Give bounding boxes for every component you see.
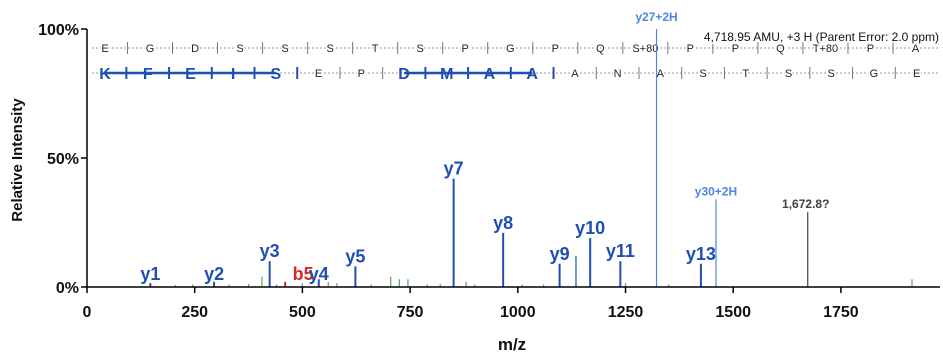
x-tick-label: 1750 (823, 304, 859, 321)
sequence-residue: S (699, 68, 706, 80)
peak-label: y11 (606, 241, 635, 261)
sequence-residue: S+80 (632, 43, 658, 55)
sequence-residue: P (462, 43, 469, 55)
sequence-residue: P (358, 68, 365, 80)
sequence-residue: S (271, 66, 282, 83)
sequence-residue: Q (776, 43, 785, 55)
sequence-residue: P (732, 43, 739, 55)
sequence-residue: S (785, 68, 792, 80)
peak-label: y7 (444, 159, 464, 179)
peak-label: 1,672.8? (782, 197, 829, 211)
y-tick-label: 50% (47, 151, 79, 168)
peak-label: y2 (204, 264, 224, 284)
sequence-residue: P (687, 43, 694, 55)
axes (86, 29, 940, 288)
sequence-residue: E (315, 68, 322, 80)
sequence-residue: S (417, 43, 424, 55)
sequence-residue: D (191, 43, 199, 55)
sequence-residue: F (143, 66, 153, 83)
sequence-residue: A (571, 68, 579, 80)
peak-label: y30+2H (695, 184, 737, 198)
x-tick-label: 750 (397, 304, 424, 321)
peak-label: b5 (293, 264, 314, 284)
x-tick-label: 1500 (715, 304, 751, 321)
x-tick-label: 250 (181, 304, 208, 321)
peak-label: y10 (575, 218, 605, 238)
parent-info-label: 4,718.95 AMU, +3 H (Parent Error: 2.0 pp… (704, 30, 939, 44)
sequence-residue: G (870, 68, 879, 80)
peak-label: y3 (260, 241, 280, 261)
sequence-residue: A (657, 68, 665, 80)
sequence-residue: E (913, 68, 920, 80)
peak-label: y1 (140, 264, 160, 284)
sequence-residue: S (281, 43, 288, 55)
sequence-residue: N (614, 68, 622, 80)
x-tick-label: 0 (83, 304, 92, 321)
sequence-residue: E (101, 43, 108, 55)
peak-label: y4 (309, 264, 329, 284)
peak-label: y13 (686, 244, 716, 264)
x-tick-label: 500 (289, 304, 316, 321)
peak-label: y8 (493, 213, 513, 233)
y-tick-label: 100% (38, 22, 79, 39)
sequence-residue: A (484, 66, 496, 83)
sequence-residue: M (440, 66, 453, 83)
sequence-residue: T (742, 68, 749, 80)
sequence-residue: D (398, 66, 410, 83)
sequence-residue: S (236, 43, 243, 55)
peak-label: y27+2H (635, 10, 677, 24)
y-tick-label: 0% (56, 280, 79, 297)
sequence-residue: T+80 (813, 43, 838, 55)
sequence-residue: E (185, 66, 196, 83)
sequence-row: E G D S S S T S P G P Q S+80 P P Q T+80 P A (92, 42, 940, 57)
sequence-residue: G (146, 43, 155, 55)
y-axis-title: Relative Intensity (9, 98, 26, 222)
x-tick-label: 1000 (500, 304, 536, 321)
sequence-residue: T (372, 43, 379, 55)
sequence-residue: S (326, 43, 333, 55)
sequence-residue: A (912, 43, 920, 55)
x-tick-label: 1250 (608, 304, 644, 321)
sequence-residue: G (506, 43, 515, 55)
sequence-residue: P (552, 43, 559, 55)
sequence-residue: A (526, 66, 538, 83)
sequence-residue: K (99, 66, 111, 83)
x-axis-title: m/z (498, 335, 526, 354)
peak-label: y5 (345, 246, 365, 266)
sequence-residue: S (828, 68, 835, 80)
peak-label: y9 (550, 244, 570, 264)
sequence-residue: I (231, 66, 235, 83)
sequence-residue: P (867, 43, 874, 55)
sequence-residue: Q (596, 43, 605, 55)
